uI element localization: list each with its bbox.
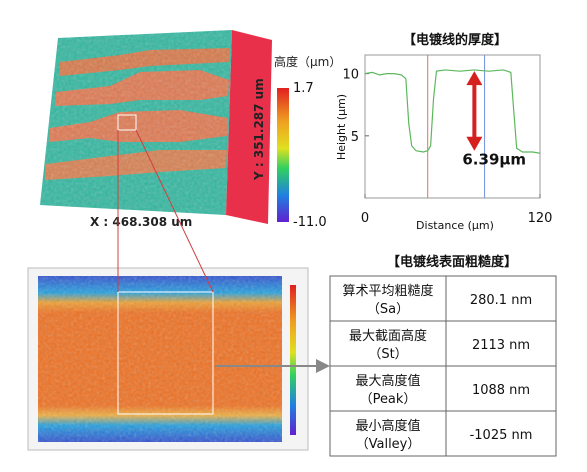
row-symbol: （Valley）	[356, 437, 421, 452]
colorbar-title: 高度（μm）	[274, 54, 341, 69]
row-value: 280.1 nm	[470, 293, 532, 308]
row-name: 最大高度值	[355, 373, 420, 389]
x-size: X : 468.308 um	[90, 215, 192, 229]
row-symbol: （Peak）	[360, 392, 417, 407]
row-name: 最大截面高度	[349, 328, 427, 344]
map-texture	[38, 276, 282, 442]
table-cell	[329, 275, 447, 322]
x-axis-label: Distance (μm)	[416, 219, 494, 232]
row-name: 最小高度值	[355, 418, 420, 434]
chart-title: 【电镀线的厚度】	[403, 32, 507, 48]
row-symbol: （St）	[368, 347, 407, 362]
row-value: 1088 nm	[472, 383, 530, 398]
profile-line	[364, 69, 541, 154]
colorbar-min: -11.0	[293, 215, 327, 230]
surface-3d: X : 468.308 um Y : 351.287 um 高度（μm） 1.7…	[40, 30, 341, 230]
table-cell	[329, 410, 447, 457]
annotation: 6.39μm	[462, 151, 526, 169]
row-value: 2113 nm	[472, 338, 530, 353]
row-value: -1025 nm	[470, 428, 533, 443]
table-cell	[445, 275, 557, 322]
map-colorbar	[290, 285, 296, 435]
colorbar	[277, 88, 289, 222]
table-cell	[445, 320, 557, 367]
y-tick-label: 10	[342, 68, 359, 83]
profile-chart: 5 10 0 120 6.39μm	[342, 55, 552, 226]
table-cell	[445, 410, 557, 457]
surface-wall	[226, 30, 272, 224]
colorbar-max: 1.7	[293, 81, 314, 96]
arrow-head	[466, 71, 483, 86]
region-box	[117, 114, 137, 131]
x-tick-label: 0	[361, 211, 369, 226]
table-cell	[329, 365, 447, 412]
y-size: Y : 351.287 um	[252, 78, 266, 181]
y-tick-label: 5	[351, 130, 359, 145]
plot-frame	[364, 54, 541, 199]
y-axis-label: Height (μm)	[335, 94, 348, 160]
map-2d	[27, 129, 330, 451]
row-name: 算术平均粗糙度	[342, 283, 433, 299]
table-cell	[329, 320, 447, 367]
pointer-arrowhead	[316, 359, 330, 373]
table-title: 【电镀线表面粗糙度】	[387, 254, 517, 270]
map-region	[117, 291, 214, 415]
x-tick-label: 120	[528, 211, 553, 226]
row-symbol: （Sa）	[367, 302, 409, 317]
arrow-head	[466, 136, 483, 151]
roughness-table: 算术平均粗糙度 （Sa） 280.1 nm 最大截面高度 （St） 2113 nm 最大高度…	[329, 275, 557, 457]
connector	[135, 129, 214, 293]
